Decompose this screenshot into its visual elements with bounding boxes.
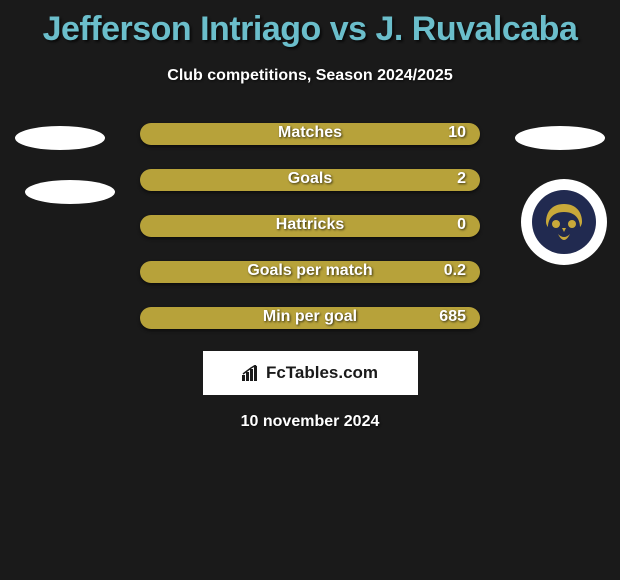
stat-bar-goals-per-match: Goals per match 0.2 — [140, 261, 480, 283]
stat-label: Hattricks — [276, 216, 344, 234]
player-left-placeholder-1 — [15, 126, 105, 150]
date-label: 10 november 2024 — [0, 413, 620, 431]
stat-bar-goals: Goals 2 — [140, 169, 480, 191]
stat-label: Matches — [278, 124, 342, 142]
stat-label: Goals per match — [247, 262, 372, 280]
stat-value: 0 — [457, 216, 466, 234]
subtitle: Club competitions, Season 2024/2025 — [0, 67, 620, 85]
stat-bar-hattricks: Hattricks 0 — [140, 215, 480, 237]
player-right-placeholder — [515, 126, 605, 150]
team-logo — [521, 179, 607, 265]
stat-label: Goals — [288, 170, 332, 188]
stat-bar-min-per-goal: Min per goal 685 — [140, 307, 480, 329]
stat-value: 685 — [439, 308, 466, 326]
stat-label: Min per goal — [263, 308, 357, 326]
stat-bar-matches: Matches 10 — [140, 123, 480, 145]
pumas-logo-icon — [532, 190, 596, 254]
page-title: Jefferson Intriago vs J. Ruvalcaba — [0, 0, 620, 49]
stat-value: 10 — [448, 124, 466, 142]
branding-box: FcTables.com — [203, 351, 418, 395]
stat-value: 0.2 — [444, 262, 466, 280]
branding-text: FcTables.com — [266, 363, 378, 383]
chart-icon — [242, 365, 262, 381]
stat-value: 2 — [457, 170, 466, 188]
player-left-placeholder-2 — [25, 180, 115, 204]
